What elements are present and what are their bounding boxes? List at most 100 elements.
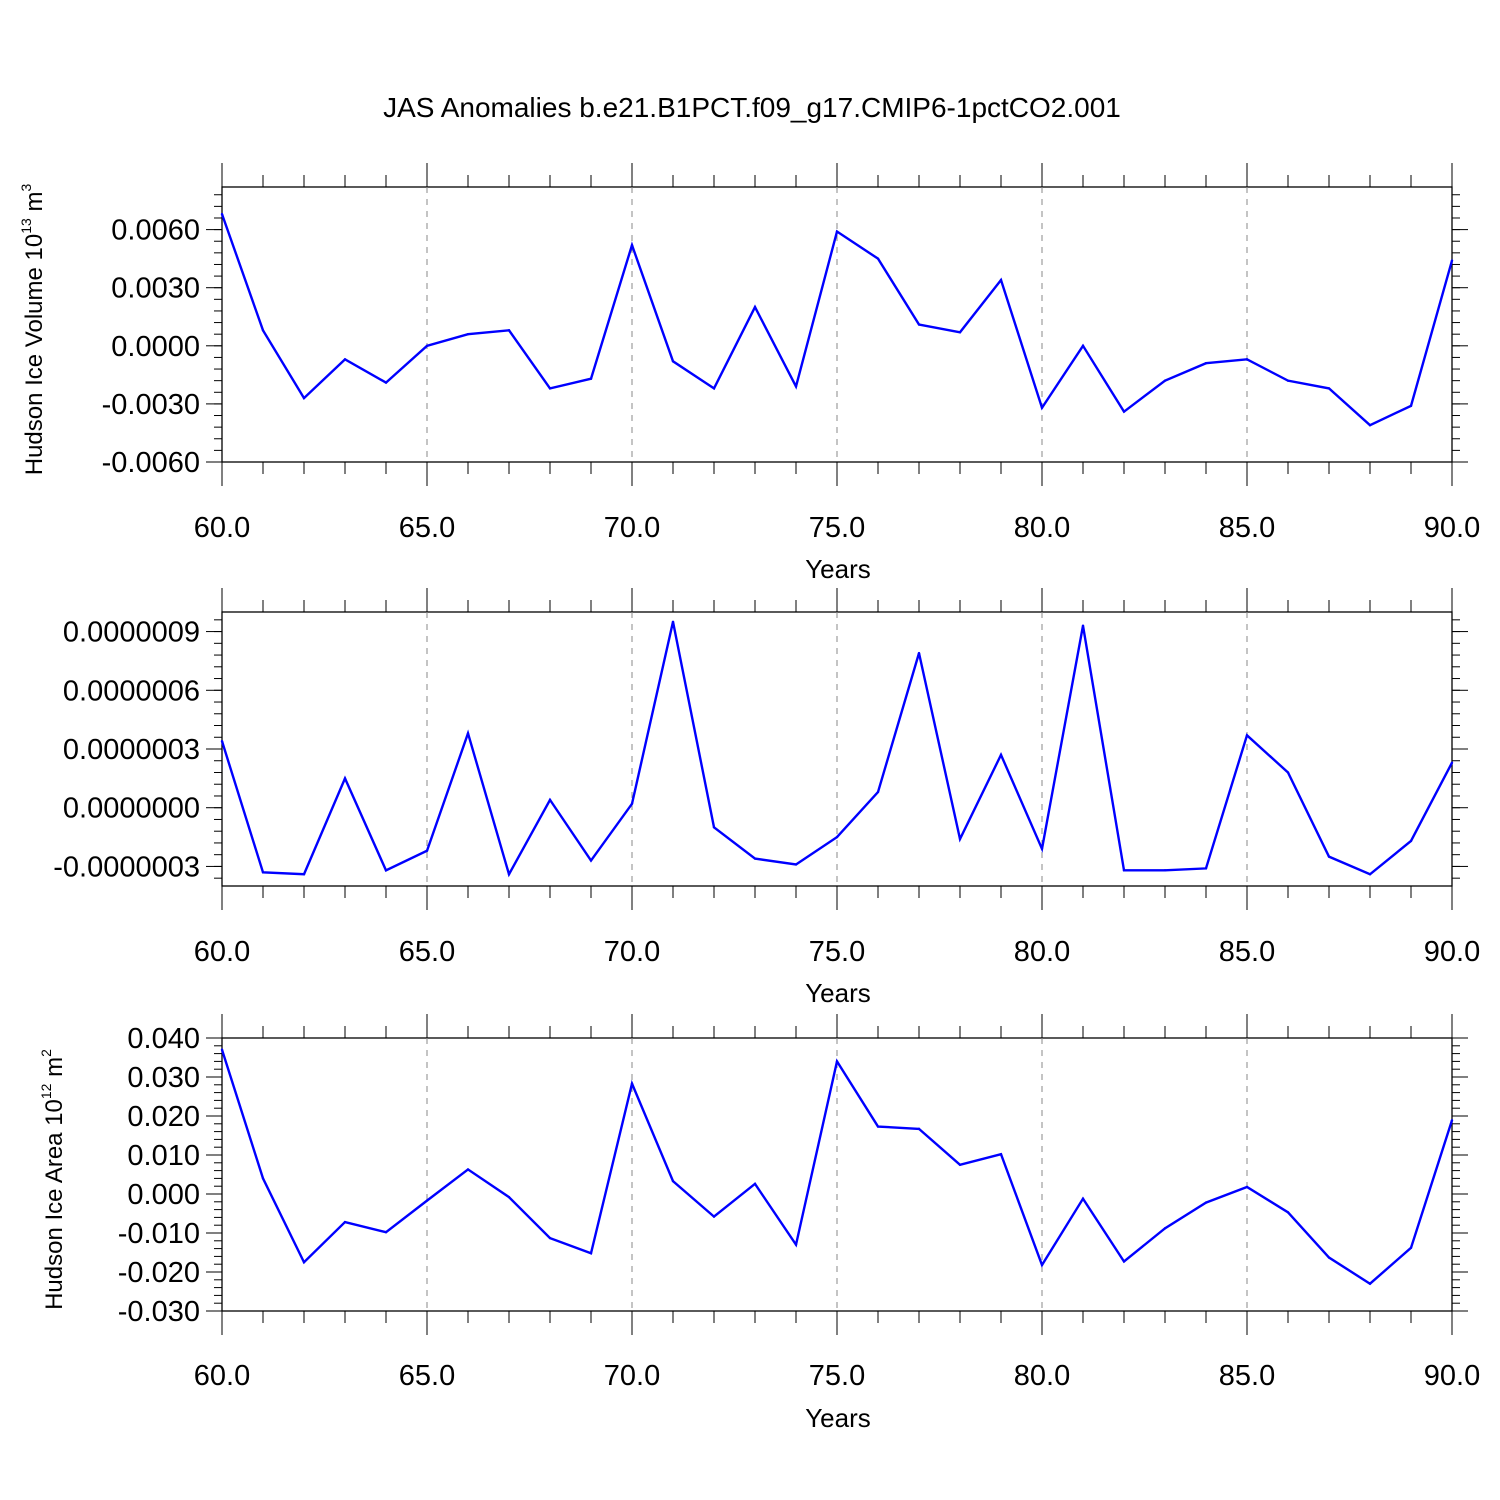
- data-point: [1409, 404, 1413, 408]
- data-point: [302, 873, 306, 876]
- data-point: [1368, 1282, 1372, 1285]
- y-tick-label: 0.020: [127, 1101, 200, 1133]
- x-tick-label: 65.0: [399, 936, 455, 968]
- data-point: [384, 869, 388, 872]
- data-point: [958, 837, 962, 841]
- y-tick-label: 0.040: [127, 1023, 200, 1055]
- data-point: [1286, 771, 1290, 774]
- x-tick-label: 90.0: [1424, 1360, 1480, 1392]
- data-point: [671, 1179, 675, 1183]
- x-tick-label: 70.0: [604, 512, 660, 544]
- x-tick-label: 60.0: [194, 512, 250, 544]
- data-point: [1245, 1185, 1249, 1189]
- y-tick-label: -0.0000003: [53, 851, 200, 883]
- data-point: [302, 396, 306, 400]
- y-axis-label: Hudson Ice Volume 1013 m3: [18, 184, 48, 476]
- x-tick-label: 60.0: [194, 936, 250, 968]
- data-point: [466, 1168, 470, 1171]
- data-point: [712, 826, 716, 829]
- x-tick-label: 90.0: [1424, 936, 1480, 968]
- data-point: [548, 1236, 552, 1240]
- y-tick-label: 0.010: [127, 1140, 200, 1172]
- x-axis-label: Years: [805, 1403, 871, 1433]
- data-point: [1450, 259, 1454, 262]
- data-point: [1122, 1260, 1126, 1263]
- x-tick-label: 70.0: [604, 936, 660, 968]
- data-point: [507, 329, 511, 332]
- data-point: [1081, 624, 1085, 627]
- data-point: [1368, 873, 1372, 876]
- x-tick-label: 65.0: [399, 512, 455, 544]
- data-point: [343, 1220, 347, 1224]
- data-point: [794, 385, 798, 388]
- data-point: [384, 381, 388, 384]
- data-point: [302, 1261, 306, 1264]
- data-point: [466, 732, 470, 735]
- x-axis-label: Years: [805, 978, 871, 1008]
- data-point: [835, 1060, 839, 1063]
- x-tick-label: 80.0: [1014, 936, 1070, 968]
- data-point: [220, 739, 224, 743]
- data-point: [589, 377, 593, 380]
- data-point: [753, 857, 757, 860]
- y-tick-label: -0.020: [118, 1257, 200, 1289]
- y-tick-label: 0.0000006: [63, 675, 200, 707]
- data-point: [343, 777, 347, 780]
- y-tick-label: 0.000: [127, 1179, 200, 1211]
- y-tick-label: -0.010: [118, 1218, 200, 1250]
- data-point: [1450, 1119, 1454, 1122]
- data-point: [1204, 867, 1208, 870]
- data-point: [999, 1153, 1003, 1156]
- y-tick-label: -0.0030: [102, 389, 200, 421]
- data-point: [548, 798, 552, 802]
- data-point: [794, 863, 798, 866]
- y-axis-label: Hudson Ice Area 1012 m2: [38, 1049, 68, 1310]
- data-point: [917, 323, 921, 326]
- data-point: [1122, 869, 1126, 872]
- data-point: [917, 1127, 921, 1131]
- data-point: [1040, 406, 1044, 409]
- panel-ice-area: -0.030 -0.020 -0.010 0.000 0.010 0.020 0.030 0.…: [38, 1014, 1480, 1433]
- y-tick-label: 0.0060: [111, 215, 200, 247]
- data-point: [1286, 1211, 1290, 1214]
- data-point: [1368, 424, 1372, 427]
- data-point: [1040, 847, 1044, 851]
- data-point: [507, 873, 511, 876]
- data-point: [220, 212, 224, 216]
- data-point: [876, 790, 880, 794]
- x-tick-label: 60.0: [194, 1360, 250, 1392]
- data-point: [999, 753, 1003, 757]
- data-point: [1163, 1227, 1167, 1230]
- data-point: [261, 329, 265, 332]
- data-point: [425, 849, 429, 852]
- data-point: [1040, 1263, 1044, 1267]
- y-tick-label: 0.0000000: [63, 793, 200, 825]
- y-tick-label: 0.0000003: [63, 734, 200, 766]
- data-point: [1245, 734, 1249, 737]
- data-point: [630, 243, 634, 247]
- data-point: [753, 1182, 757, 1186]
- y-tick-label: -0.030: [118, 1296, 200, 1328]
- data-point: [876, 1125, 880, 1128]
- data-point: [1409, 839, 1413, 843]
- data-point: [1081, 344, 1085, 348]
- figure-title: JAS Anomalies b.e21.B1PCT.f09_g17.CMIP6-…: [383, 92, 1121, 123]
- y-tick-label: 0.0000009: [63, 617, 200, 649]
- data-point: [425, 1199, 429, 1202]
- data-point: [1204, 362, 1208, 365]
- data-point: [1327, 387, 1331, 390]
- data-point: [548, 387, 552, 390]
- data-point: [835, 835, 839, 839]
- data-point: [958, 331, 962, 334]
- y-tick-label: 0.030: [127, 1062, 200, 1094]
- y-tick-label: 0.0000: [111, 331, 200, 363]
- data-point: [466, 332, 470, 336]
- data-point: [1163, 869, 1167, 872]
- x-tick-label: 80.0: [1014, 512, 1070, 544]
- data-point: [712, 1215, 716, 1218]
- y-tick-label: -0.0060: [102, 447, 200, 479]
- data-point: [630, 1082, 634, 1085]
- x-tick-label: 70.0: [604, 1360, 660, 1392]
- data-point: [835, 230, 839, 233]
- data-point: [1081, 1197, 1085, 1200]
